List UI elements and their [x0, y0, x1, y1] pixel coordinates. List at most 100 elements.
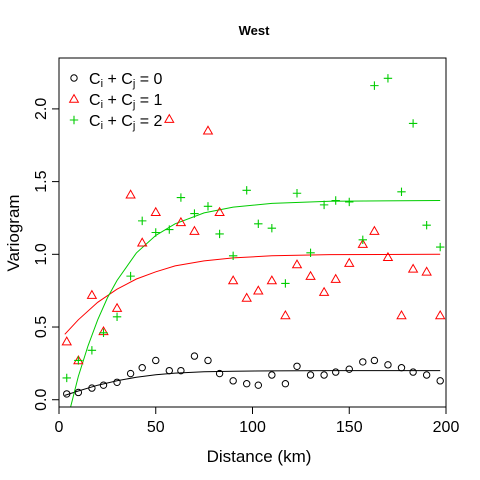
data-point-series-1: [318, 286, 330, 296]
data-point-series-0: [293, 362, 301, 370]
data-point-series-0: [190, 352, 199, 360]
legend-item-series-2: Ci + Cj = 2: [69, 113, 163, 132]
legend-item-series-0: Ci + Cj = 0: [70, 71, 163, 90]
data-point-series-2: [306, 248, 315, 258]
data-point-series-2: [408, 119, 418, 128]
legend-label-series-2: Ci + Cj = 2: [89, 113, 163, 132]
data-point-series-2: [215, 229, 224, 239]
data-point-series-1: [407, 263, 419, 273]
legend-marker-series-2: [69, 115, 79, 125]
data-point-series-0: [113, 378, 121, 386]
data-point-series-1: [369, 225, 380, 235]
data-point-series-0: [370, 356, 379, 365]
data-point-series-2: [126, 271, 135, 281]
data-point-series-1: [280, 309, 291, 320]
data-point-series-0: [332, 368, 340, 376]
data-point-series-0: [165, 366, 173, 375]
y-axis: 0.0 0.5 1.0 1.5 2.0: [33, 98, 60, 411]
data-point-series-1: [61, 336, 73, 346]
data-point-series-1: [164, 113, 175, 123]
data-point-series-2: [281, 279, 290, 288]
y-axis-title: Variogram: [4, 194, 23, 271]
data-point-series-0: [422, 371, 431, 379]
data-point-series-0: [215, 369, 224, 378]
data-point-series-0: [436, 377, 444, 385]
data-point-series-2: [319, 200, 329, 210]
data-point-series-2: [345, 197, 354, 207]
fitted-curves: [64, 200, 441, 407]
data-point-series-0: [254, 381, 263, 389]
data-point-series-2: [435, 242, 445, 252]
plot-frame: [58, 57, 447, 408]
data-point-series-1: [291, 259, 303, 269]
data-point-series-0: [384, 361, 392, 369]
data-point-series-1: [382, 251, 394, 262]
data-point-series-2: [190, 209, 199, 218]
data-point-series-2: [62, 373, 71, 383]
data-point-series-0: [204, 356, 212, 365]
data-point-series-2: [74, 356, 83, 365]
data-point-series-2: [292, 189, 302, 198]
data-point-series-1: [150, 206, 162, 216]
legend-label-series-0: Ci + Cj = 0: [89, 71, 163, 90]
plot-region: [58, 57, 447, 408]
data-point-series-0: [63, 390, 71, 398]
data-point-series-0: [152, 356, 160, 365]
data-point-series-1: [189, 225, 200, 235]
data-point-series-0: [177, 366, 185, 375]
data-point-series-2: [165, 225, 174, 234]
data-point-series-1: [343, 257, 355, 267]
data-point-series-0: [229, 377, 237, 385]
x-tick-label: 150: [336, 419, 363, 436]
data-point-series-0: [242, 380, 251, 388]
data-point-series-0: [359, 358, 367, 366]
data-point-series-1: [214, 206, 225, 216]
data-point-series-1: [253, 285, 264, 295]
data-point-series-2: [267, 223, 277, 233]
chart-title: West: [239, 23, 270, 38]
y-tick-label: 0.0: [33, 389, 50, 411]
data-point-series-1: [227, 275, 239, 285]
data-point-series-1: [357, 238, 369, 248]
data-point-series-2: [203, 202, 213, 211]
x-tick-label: 200: [433, 419, 460, 436]
x-tick-label: 100: [239, 419, 266, 436]
data-point-series-2: [87, 346, 97, 355]
data-point-series-0: [281, 380, 290, 388]
data-point-series-1: [125, 189, 136, 199]
data-point-series-2: [112, 312, 122, 322]
data-point-series-0: [99, 381, 108, 389]
x-axis: 0 50 100 150 200: [55, 406, 460, 436]
fitted-curve-series-2: [70, 200, 441, 407]
data-point-series-1: [111, 302, 123, 312]
data-point-series-0: [320, 371, 328, 379]
data-point-series-2: [370, 81, 379, 90]
legend-item-series-1: Ci + Cj = 1: [68, 92, 163, 111]
legend-marker-series-1: [68, 93, 80, 103]
fitted-curve-series-1: [64, 253, 441, 335]
x-tick-label: 0: [55, 419, 64, 436]
data-points: [61, 74, 446, 398]
data-point-series-0: [268, 371, 276, 379]
data-point-series-2: [422, 221, 431, 230]
data-point-series-2: [176, 193, 186, 202]
data-point-series-2: [99, 328, 108, 338]
data-point-series-1: [305, 270, 316, 280]
data-point-series-1: [434, 309, 446, 320]
y-tick-label: 0.5: [33, 316, 50, 338]
data-point-series-0: [397, 364, 406, 372]
data-point-series-1: [241, 292, 252, 302]
data-point-series-2: [397, 187, 406, 196]
data-point-series-0: [138, 364, 146, 372]
data-point-series-0: [88, 384, 96, 392]
data-point-series-2: [242, 186, 251, 195]
legend-label-series-1: Ci + Cj = 1: [89, 92, 163, 111]
data-point-series-1: [202, 125, 214, 135]
data-point-series-1: [396, 309, 407, 320]
data-point-series-2: [331, 196, 340, 205]
data-point-series-0: [306, 371, 315, 379]
data-point-series-1: [86, 289, 98, 299]
data-point-series-2: [358, 235, 367, 244]
data-point-series-0: [345, 365, 353, 373]
